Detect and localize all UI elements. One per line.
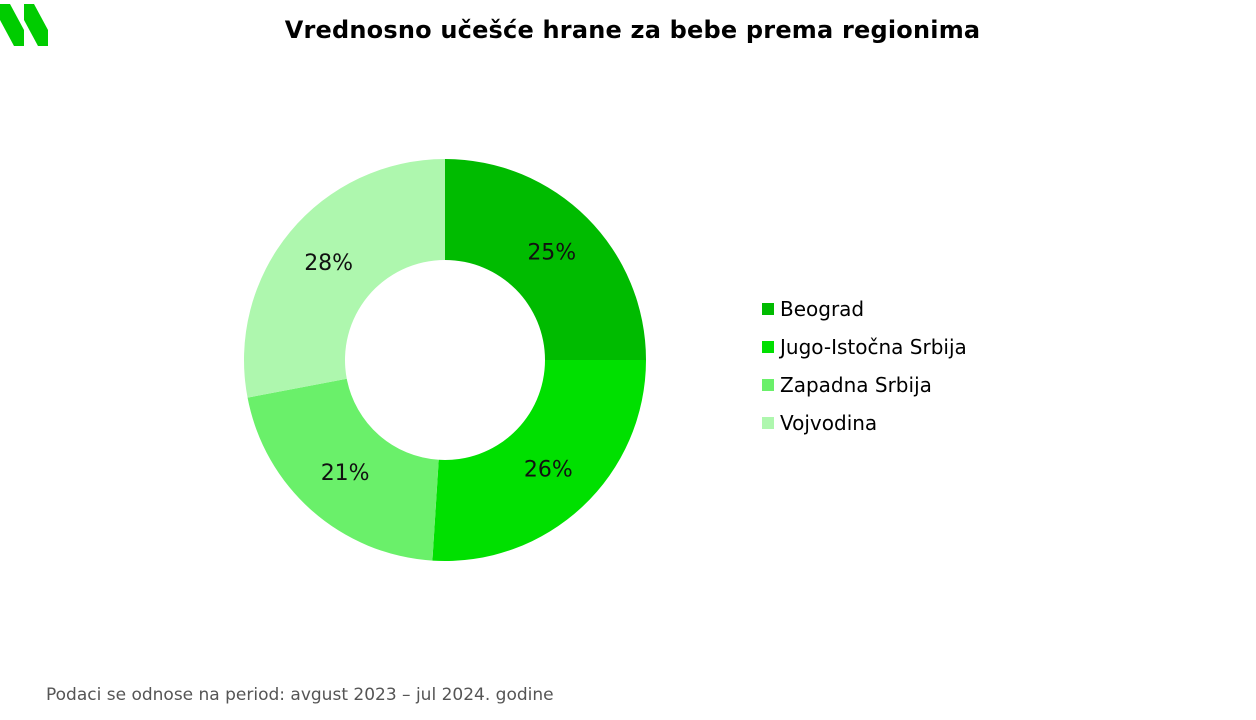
slice-label: 26% — [524, 458, 573, 483]
footnote: Podaci se odnose na period: avgust 2023 … — [46, 685, 554, 705]
slice-label: 28% — [304, 251, 353, 276]
legend-swatch — [762, 417, 774, 429]
legend-swatch — [762, 303, 774, 315]
legend-label: Jugo-Istočna Srbija — [780, 335, 967, 359]
chart-title: Vrednosno učešće hrane za bebe prema reg… — [284, 16, 981, 44]
legend-item-vojvodina: Vojvodina — [762, 404, 967, 442]
chart-legend: Beograd Jugo-Istočna Srbija Zapadna Srbi… — [762, 290, 967, 442]
slice-label: 25% — [527, 241, 576, 266]
legend-swatch — [762, 341, 774, 353]
brand-logo-icon — [0, 4, 48, 46]
donut-slice-zapadna-srbija — [247, 378, 439, 561]
donut-slice-jugo-isto-na-srbija — [432, 360, 646, 561]
legend-item-jugo-istocna-srbija: Jugo-Istočna Srbija — [762, 328, 967, 366]
legend-label: Vojvodina — [780, 411, 878, 435]
legend-swatch — [762, 379, 774, 391]
slice-label: 21% — [321, 461, 370, 486]
legend-label: Zapadna Srbija — [780, 373, 932, 397]
donut-slice-vojvodina — [244, 159, 445, 398]
legend-label: Beograd — [780, 297, 865, 321]
legend-item-zapadna-srbija: Zapadna Srbija — [762, 366, 967, 404]
donut-slice-beograd — [445, 159, 646, 360]
legend-item-beograd: Beograd — [762, 290, 967, 328]
